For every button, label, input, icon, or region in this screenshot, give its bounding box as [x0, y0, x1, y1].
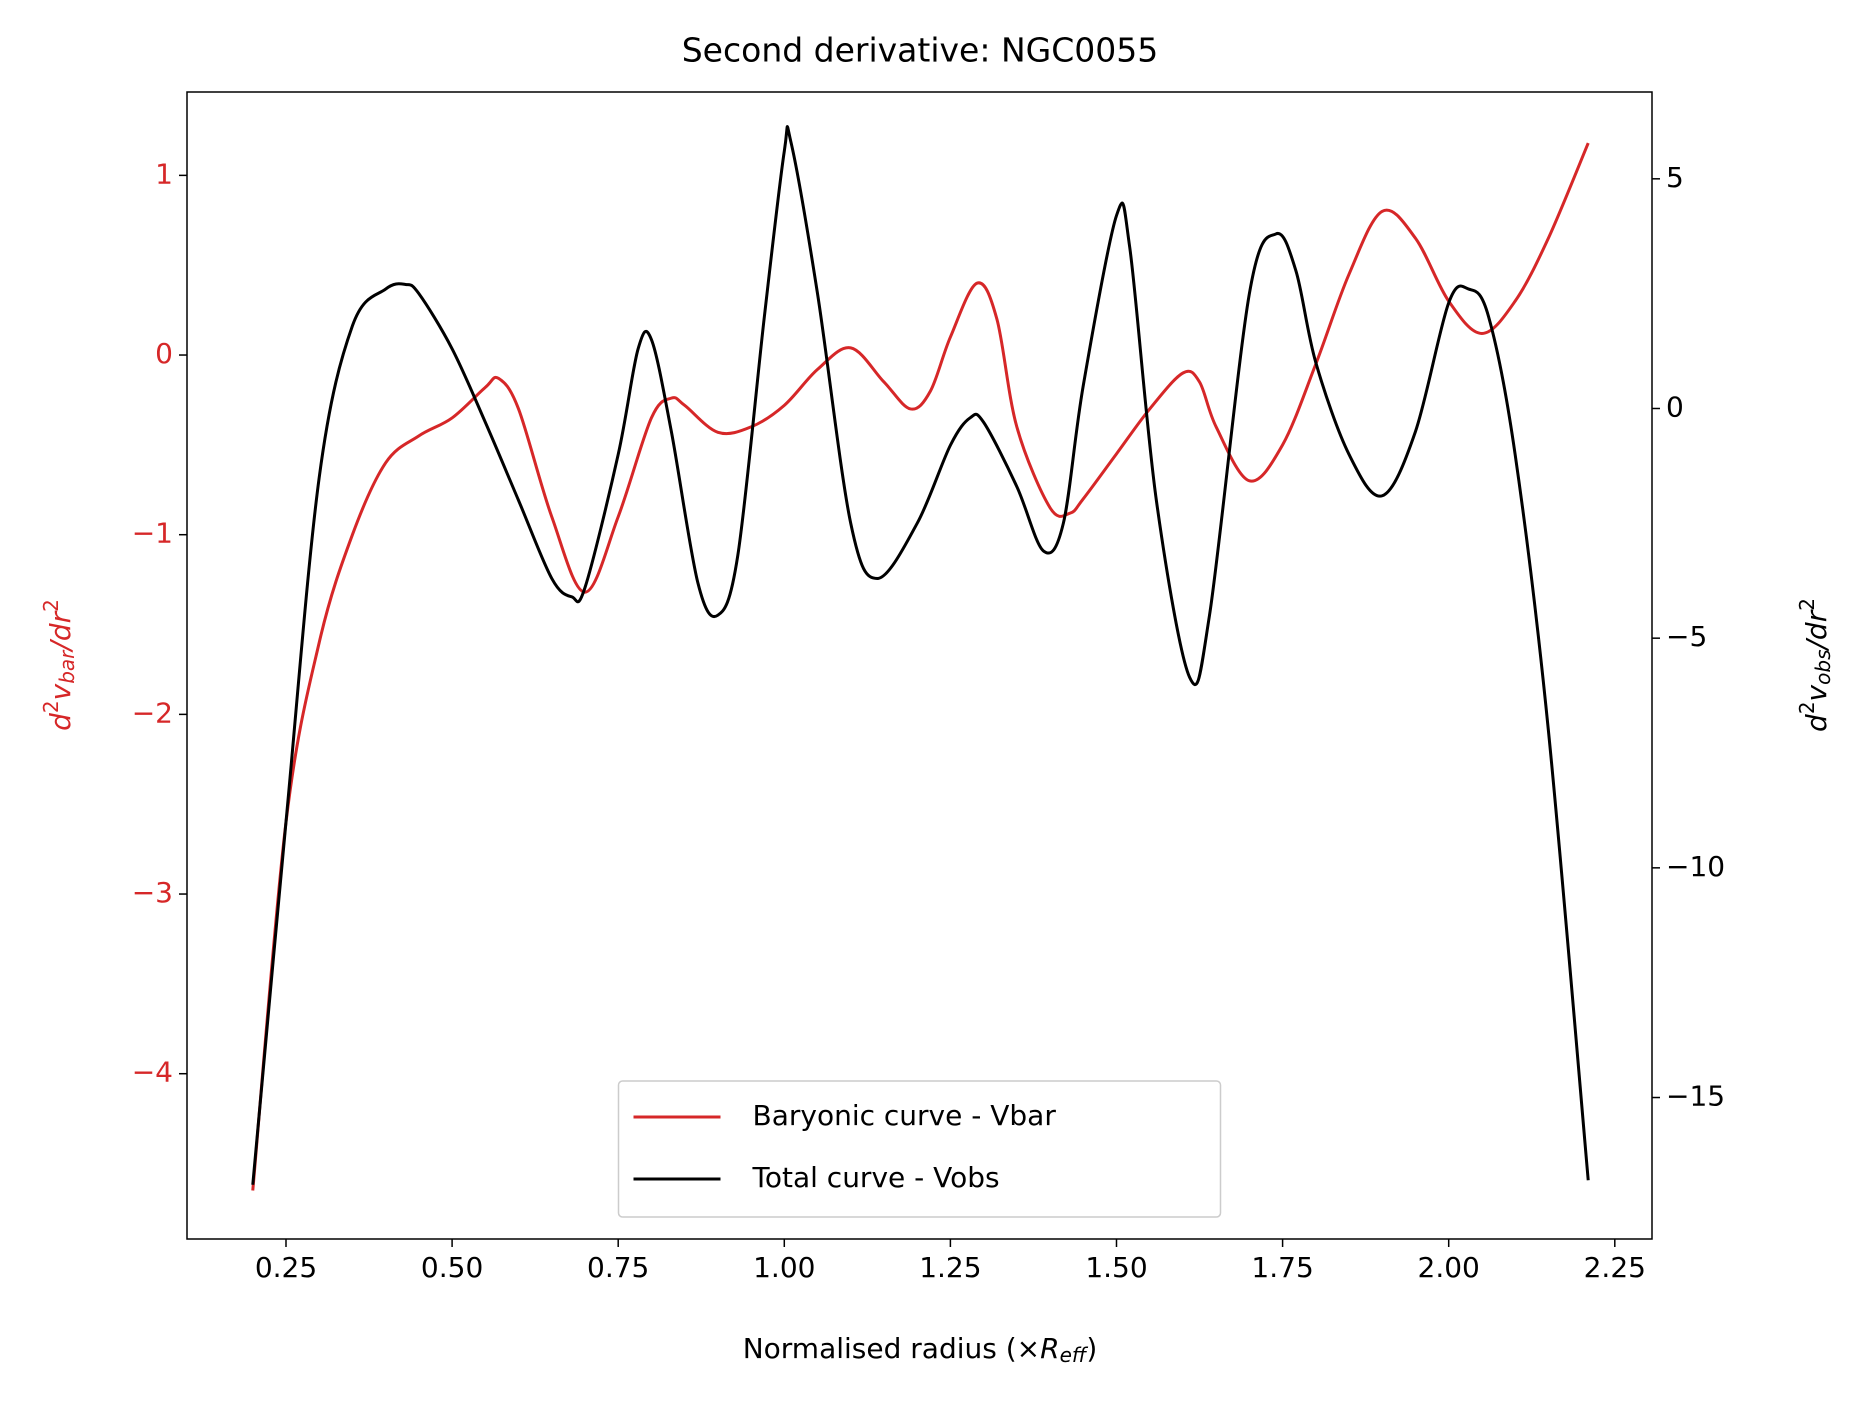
y-label-part: v — [44, 683, 77, 700]
x-label-part: eff — [1060, 1343, 1089, 1367]
legend-label: Baryonic curve - Vbar — [753, 1099, 1057, 1132]
y2-tick-label: 0 — [1666, 390, 1684, 423]
x-tick-label: 0.25 — [255, 1251, 317, 1284]
y-tick-label: −4 — [132, 1056, 173, 1089]
y-axis-label: d2vbar/dr2 — [39, 599, 79, 731]
x-label-part: Normalised radius (× — [743, 1332, 1040, 1365]
x-tick-label: 0.50 — [421, 1251, 483, 1284]
x-label-part: R — [1040, 1332, 1059, 1365]
y-tick-label: −2 — [132, 696, 173, 729]
x-label-part: ) — [1086, 1332, 1097, 1365]
y2-tick-label: −10 — [1666, 850, 1725, 883]
y-label-part: d — [44, 713, 77, 731]
y2-label-part: /dr — [1800, 609, 1833, 652]
y2-label-part: v — [1800, 684, 1833, 701]
y-label-part: 2 — [39, 700, 63, 713]
y2-label-part: 2 — [1795, 598, 1819, 611]
x-axis-label: Normalised radius (×Reff) — [743, 1332, 1098, 1367]
y2-label-part: d — [1800, 714, 1833, 732]
y2-label-part: obs — [1811, 650, 1835, 685]
y2-tick-label: −5 — [1666, 620, 1707, 653]
y-label-part: /dr — [44, 610, 77, 653]
y2-tick-label: −15 — [1666, 1080, 1725, 1113]
y-tick-label: 1 — [155, 157, 173, 190]
y2-label-part: 2 — [1795, 701, 1819, 714]
y-tick-label: 0 — [155, 337, 173, 370]
data-line — [251, 142, 1590, 1191]
data-line — [251, 125, 1590, 1185]
x-tick-label: 1.50 — [1085, 1251, 1147, 1284]
chart-title: Second derivative: NGC0055 — [682, 31, 1159, 70]
x-tick-label: 2.00 — [1418, 1251, 1480, 1284]
y2-axis-label: d2vobs/dr2 — [1795, 598, 1835, 732]
y-label-part: bar — [55, 649, 79, 684]
y-tick-label: −3 — [132, 876, 173, 909]
y-label-part: 2 — [39, 599, 63, 612]
y-tick-label: −1 — [132, 517, 173, 550]
plot-frame — [186, 91, 1653, 1240]
legend-label: Total curve - Vobs — [752, 1161, 1000, 1194]
x-tick-label: 2.25 — [1584, 1251, 1646, 1284]
x-tick-label: 1.75 — [1251, 1251, 1313, 1284]
x-tick-label: 1.25 — [919, 1251, 981, 1284]
legend-box — [617, 1080, 1222, 1218]
y2-tick-label: 5 — [1666, 161, 1684, 194]
x-tick-label: 0.75 — [587, 1251, 649, 1284]
x-tick-label: 1.00 — [753, 1251, 815, 1284]
